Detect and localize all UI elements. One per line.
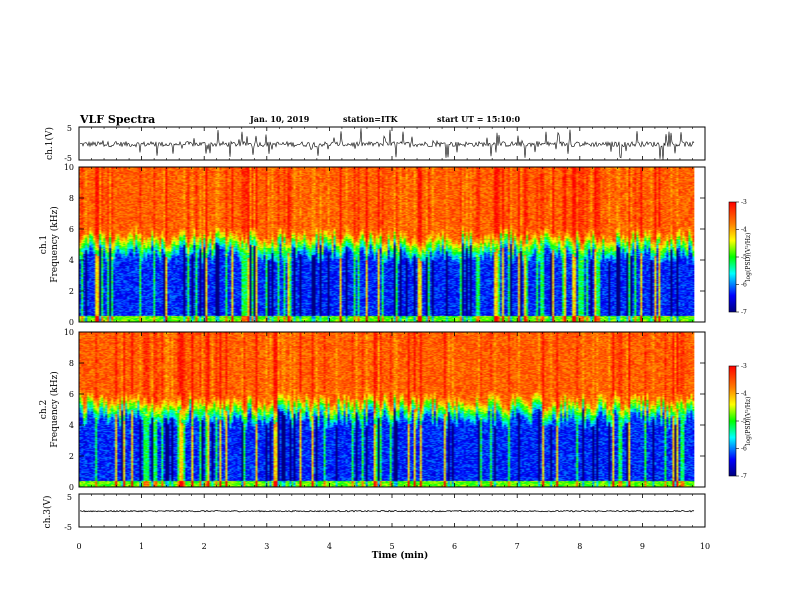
x-tick-label: 0 xyxy=(76,542,81,551)
x-tick-label: 6 xyxy=(452,542,457,551)
freq-tick-label: 0 xyxy=(69,318,74,327)
x-tick-label: 1 xyxy=(139,542,144,551)
spectrogram-panel-ch2: ch.2 Frequency (kHz) 0 2 4 6 8 10 xyxy=(39,328,706,492)
ch3-ytick-bottom: -5 xyxy=(64,523,72,532)
x-tick-label: 4 xyxy=(327,542,332,551)
ch2-frequency-ylabel: Frequency (kHz) xyxy=(49,371,60,448)
figure-title: VLF Spectra xyxy=(79,113,155,126)
colorbar-tick-label: -4 xyxy=(741,391,747,398)
ch1-frequency-ylabel: Frequency (kHz) xyxy=(49,206,60,283)
ch1-ytick-bottom: -5 xyxy=(64,154,72,163)
ch3-ytick-top: 5 xyxy=(67,493,72,502)
freq-tick-label: 4 xyxy=(69,421,74,430)
colorbar-tick-label: -3 xyxy=(741,363,747,370)
colorbar-ch2: log(PSD)(V²/Hz) -3 -4 -5 -6 -7 xyxy=(728,363,752,480)
ch1-ytick-top: 5 xyxy=(67,124,72,133)
freq-tick-label: 10 xyxy=(64,328,74,337)
x-tick-label: 3 xyxy=(264,542,269,551)
ch1-colorbar-label: log(PSD)(V²/Hz) xyxy=(745,233,752,282)
ch2-colorbar-label: log(PSD)(V²/Hz) xyxy=(745,397,752,446)
ch1-channel-label: ch.1 xyxy=(39,235,49,254)
waveform-panel-ch1: 5 -5 ch.1(V) xyxy=(44,124,706,163)
ch1-waveform-line xyxy=(79,128,695,160)
colorbar-tick-label: -7 xyxy=(741,309,747,316)
colorbar-tick-label: -5 xyxy=(741,254,747,261)
colorbar-ch1: log(PSD)(V²/Hz) -3 -4 -5 -6 -7 xyxy=(728,199,752,316)
freq-tick-label: 2 xyxy=(69,287,74,296)
date-label: Jan. 10, 2019 xyxy=(249,114,310,124)
colorbar-tick-label: -5 xyxy=(741,418,747,425)
freq-tick-label: 0 xyxy=(69,483,74,492)
x-tick-label: 8 xyxy=(577,542,582,551)
start-time-label: start UT = 15:10:0 xyxy=(437,114,520,124)
ch2-channel-label: ch.2 xyxy=(39,400,49,419)
station-label: station=ITK xyxy=(343,114,399,124)
ch1-waveform-ylabel: ch.1(V) xyxy=(44,127,55,160)
x-tick-label: 9 xyxy=(640,542,645,551)
freq-tick-label: 4 xyxy=(69,256,74,265)
colorbar-tick-label: -4 xyxy=(741,227,747,234)
ch1-spectrogram-image xyxy=(79,167,695,322)
freq-tick-label: 6 xyxy=(69,390,74,399)
freq-tick-label: 2 xyxy=(69,452,74,461)
freq-tick-label: 6 xyxy=(69,225,74,234)
colorbar-tick-label: -3 xyxy=(741,199,747,206)
ch3-waveform-line xyxy=(79,509,695,513)
colorbar-tick-label: -6 xyxy=(741,446,747,453)
freq-tick-label: 8 xyxy=(69,194,74,203)
spectrogram-panel-ch1: ch.1 Frequency (kHz) 0 2 4 6 8 10 xyxy=(39,163,706,327)
freq-tick-label: 10 xyxy=(64,163,74,172)
time-axis-label: Time (min) xyxy=(372,550,429,561)
x-tick-label: 5 xyxy=(389,542,394,551)
ch3-waveform-ylabel: ch.3(V) xyxy=(42,496,53,529)
colorbar-tick-label: -6 xyxy=(741,282,747,289)
freq-tick-label: 8 xyxy=(69,359,74,368)
x-tick-label: 2 xyxy=(202,542,207,551)
time-axis: 0 1 2 3 4 5 6 7 8 9 10 xyxy=(76,127,710,551)
ch2-spectrogram-image xyxy=(79,332,695,487)
x-tick-label: 7 xyxy=(515,542,520,551)
colorbar-tick-label: -7 xyxy=(741,473,747,480)
x-tick-label: 10 xyxy=(700,542,710,551)
